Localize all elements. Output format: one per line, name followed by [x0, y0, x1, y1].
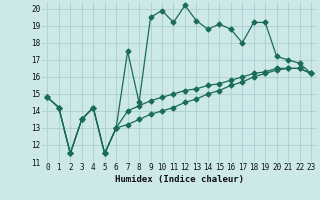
X-axis label: Humidex (Indice chaleur): Humidex (Indice chaleur): [115, 175, 244, 184]
